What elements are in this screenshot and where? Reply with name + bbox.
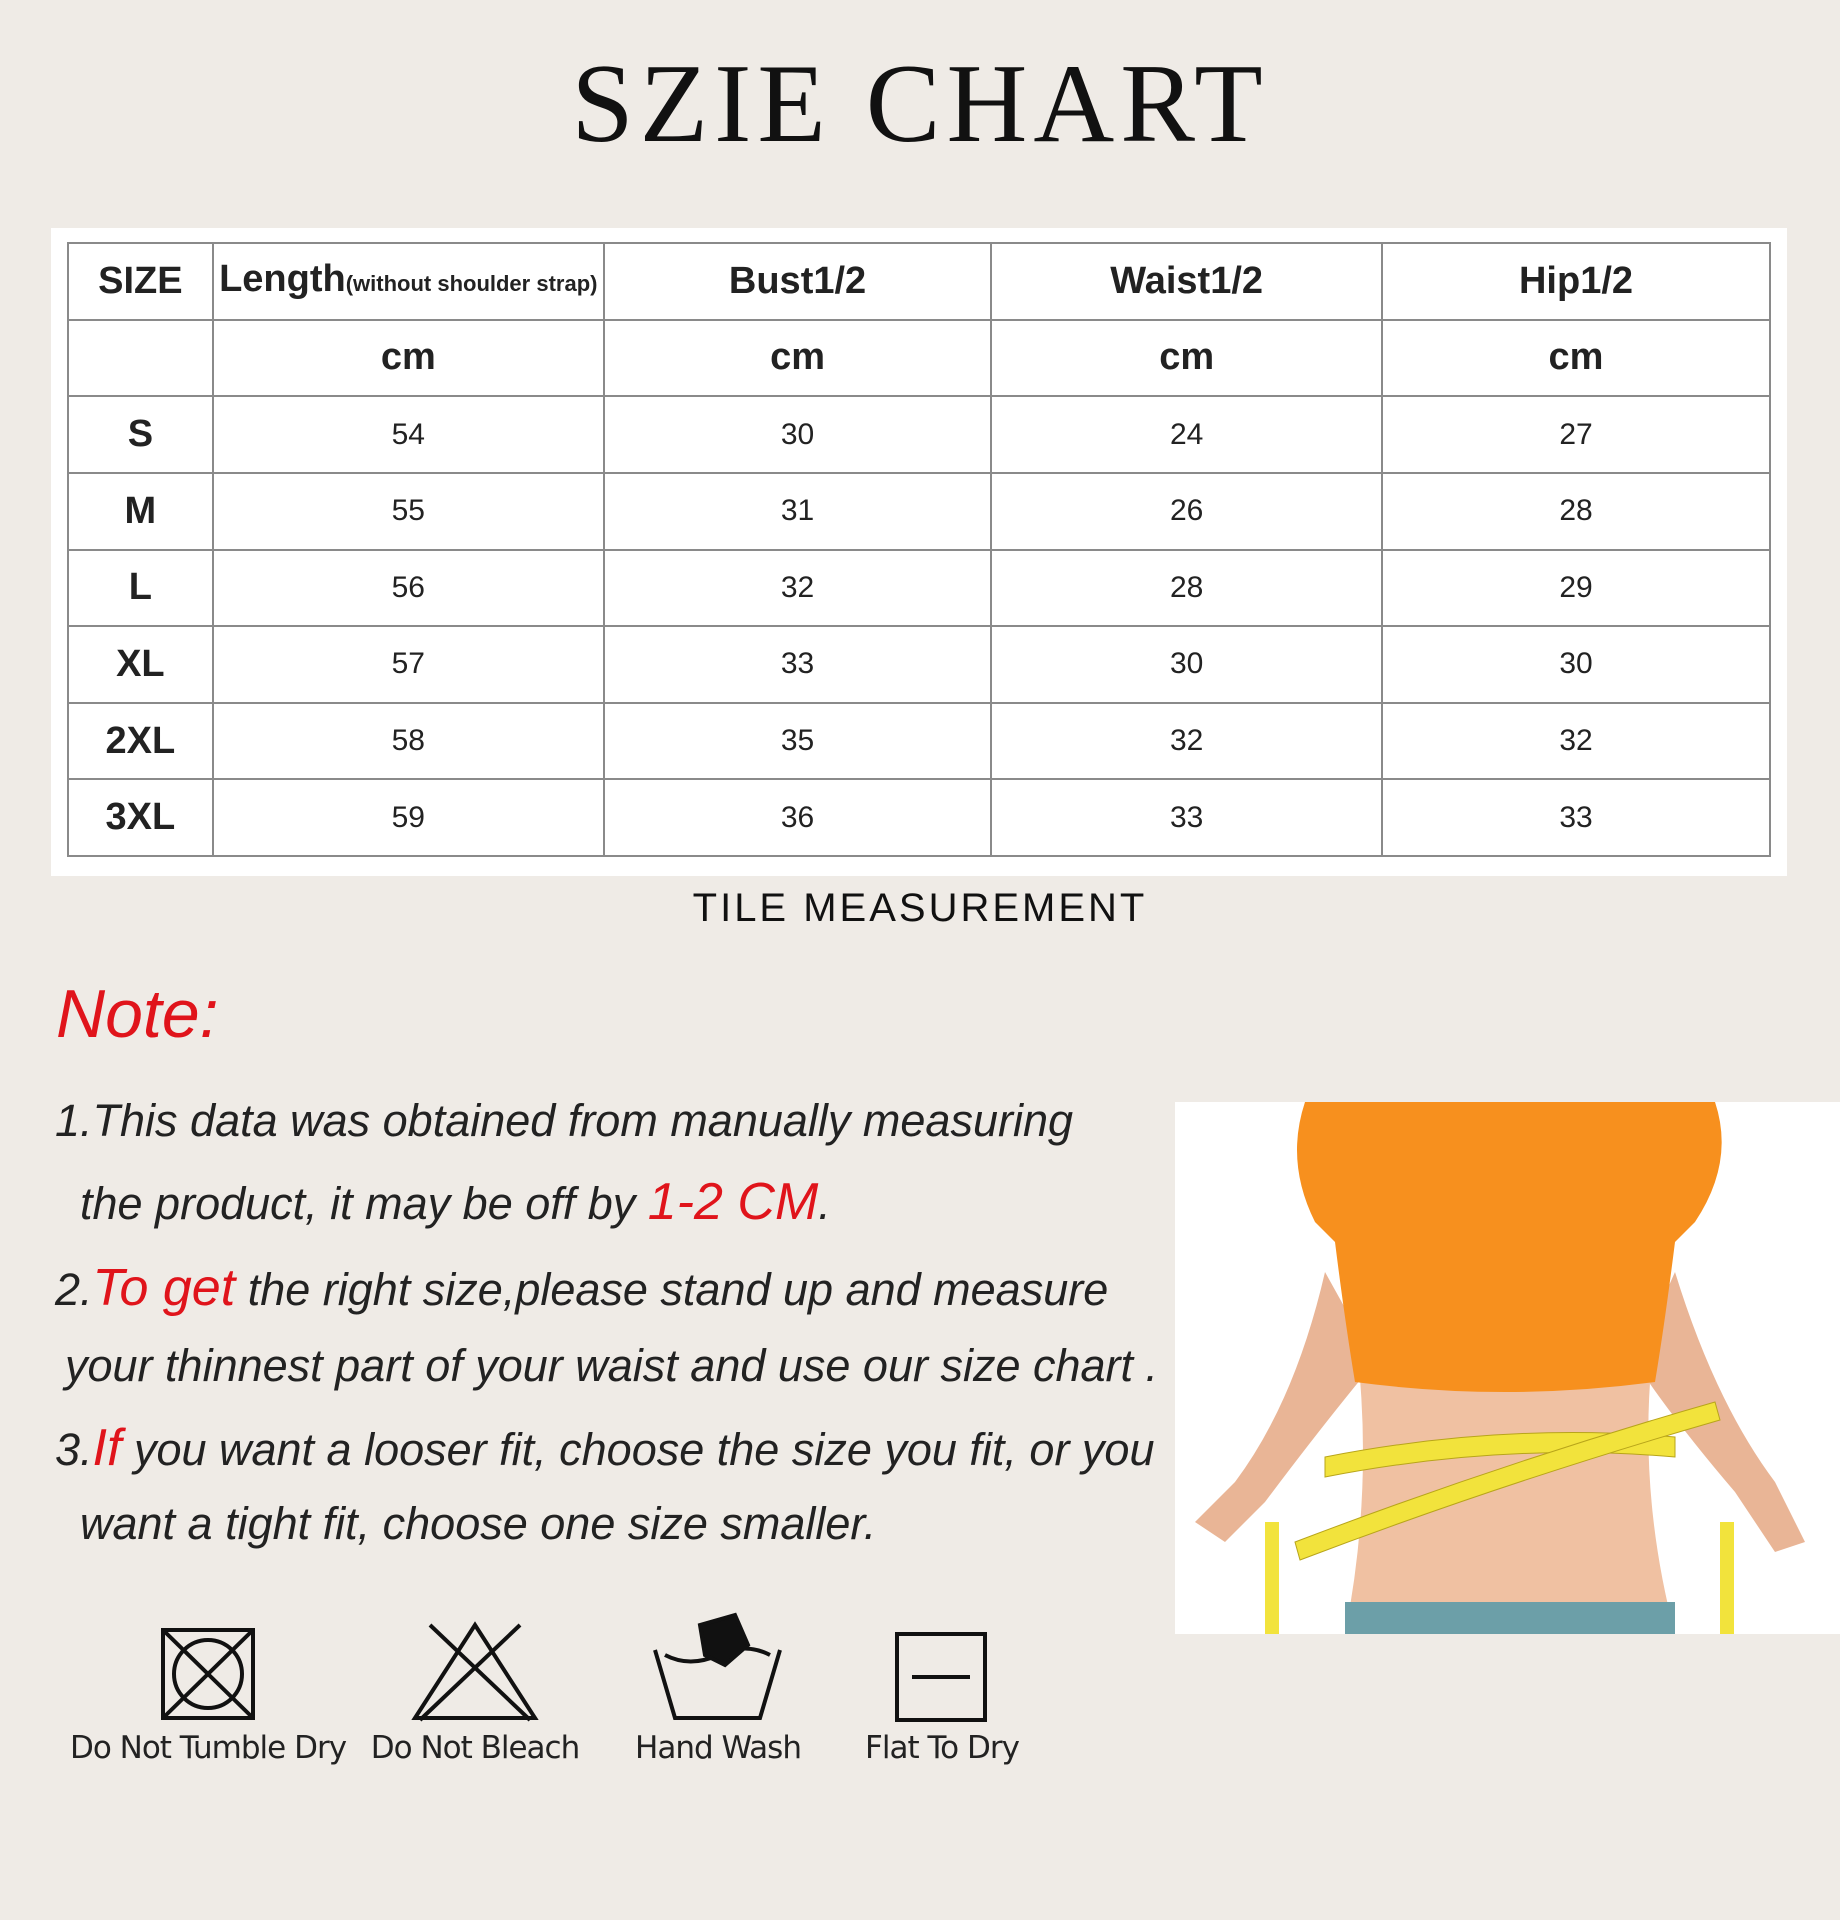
column-label: Hip1/2 [1518, 259, 1634, 302]
note-line: 2.To get the right size,please stand up … [55, 1258, 1108, 1318]
header-row: SIZE Length(without shoulder strap) Bust1/… [67, 242, 1771, 321]
care-label: Flat To Dry [865, 1730, 1020, 1766]
value-cell: 33 [1381, 778, 1771, 857]
column-note: (without shoulder strap) [345, 270, 598, 296]
unit-cell: cm [211, 318, 605, 398]
note-text: . [818, 1178, 831, 1229]
unit-cell: cm [602, 318, 993, 398]
size-cell: 3XL [67, 778, 214, 857]
note-text: want a tight fit, choose one size smalle… [80, 1498, 877, 1549]
note-text: the product, it may be off by [80, 1178, 648, 1229]
size-cell: 2XL [67, 701, 214, 781]
value-cell: 33 [990, 778, 1384, 857]
header-cell: Hip1/2 [1381, 242, 1771, 321]
model-photo [1175, 1102, 1840, 1634]
value-cell: 32 [990, 701, 1384, 781]
value-cell: 56 [211, 548, 605, 628]
value-cell: 30 [602, 395, 993, 474]
value-cell: 33 [602, 625, 993, 704]
note-highlight: To get [92, 1259, 236, 1317]
header-cell: SIZE [67, 242, 214, 321]
size-row: S 54 30 24 27 [67, 395, 1771, 474]
note-title: Note: [56, 976, 219, 1052]
size-row: 3XL 59 36 33 33 [67, 778, 1771, 857]
size-row: XL 57 33 30 30 [67, 625, 1771, 704]
size-cell: XL [67, 625, 214, 704]
value-cell: 59 [211, 778, 605, 857]
unit-cell: cm [1381, 318, 1771, 398]
note-text: the right size,please stand up and measu… [235, 1264, 1109, 1315]
size-table: SIZE Length(without shoulder strap) Bust1/… [67, 242, 1771, 857]
title: SZIE CHART [571, 42, 1269, 166]
note-highlight: If [92, 1419, 122, 1477]
value-cell: 35 [602, 701, 993, 781]
note-line: 1.This data was obtained from manually m… [55, 1095, 1073, 1147]
note-line: want a tight fit, choose one size smalle… [80, 1498, 876, 1550]
size-cell: L [67, 548, 214, 628]
note-highlight: 1-2 CM [647, 1173, 819, 1231]
empty-cell [67, 318, 214, 398]
note-line: your thinnest part of your waist and use… [65, 1340, 1158, 1392]
value-cell: 58 [211, 701, 605, 781]
note-line: 3.If you want a looser fit, choose the s… [55, 1418, 1154, 1478]
value-cell: 32 [1381, 701, 1771, 781]
value-cell: 31 [602, 471, 993, 551]
value-cell: 54 [211, 395, 605, 474]
unit-row: cm cm cm cm [67, 318, 1771, 398]
value-cell: 24 [990, 395, 1384, 474]
column-label: Length [219, 257, 346, 300]
column-label: SIZE [98, 259, 183, 302]
size-row: 2XL 58 35 32 32 [67, 701, 1771, 781]
note-text: you want a looser fit, choose the size y… [121, 1424, 1155, 1475]
size-cell: S [67, 395, 214, 474]
value-cell: 28 [1381, 471, 1771, 551]
size-row: M 55 31 26 28 [67, 471, 1771, 551]
unit-cell: cm [990, 318, 1384, 398]
value-cell: 36 [602, 778, 993, 857]
value-cell: 28 [990, 548, 1384, 628]
note-text: 1.This data was obtained from manually m… [55, 1095, 1074, 1146]
value-cell: 27 [1381, 395, 1771, 474]
note-text: your thinnest part of your waist and use… [65, 1340, 1159, 1391]
care-label: Do Not Bleach [370, 1730, 580, 1766]
size-row: L 56 32 28 29 [67, 548, 1771, 628]
value-cell: 32 [602, 548, 993, 628]
care-label: Do Not Tumble Dry [69, 1730, 347, 1766]
note-line: the product, it may be off by 1-2 CM. [80, 1172, 831, 1232]
value-cell: 30 [1381, 625, 1771, 704]
note-text: 2. [55, 1264, 93, 1315]
table-caption: TILE MEASUREMENT [692, 886, 1148, 930]
care-label: Hand Wash [635, 1730, 802, 1766]
column-label: Waist1/2 [1110, 259, 1264, 302]
value-cell: 29 [1381, 548, 1771, 628]
size-cell: M [67, 471, 214, 551]
header-cell: Bust1/2 [602, 242, 993, 321]
header-cell: Length(without shoulder strap) [211, 242, 605, 321]
care-icons [161, 1612, 987, 1722]
value-cell: 57 [211, 625, 605, 704]
value-cell: 30 [990, 625, 1384, 704]
note-text: 3. [55, 1424, 93, 1475]
value-cell: 55 [211, 471, 605, 551]
column-label: Bust1/2 [728, 259, 867, 302]
header-cell: Waist1/2 [990, 242, 1384, 321]
value-cell: 26 [990, 471, 1384, 551]
